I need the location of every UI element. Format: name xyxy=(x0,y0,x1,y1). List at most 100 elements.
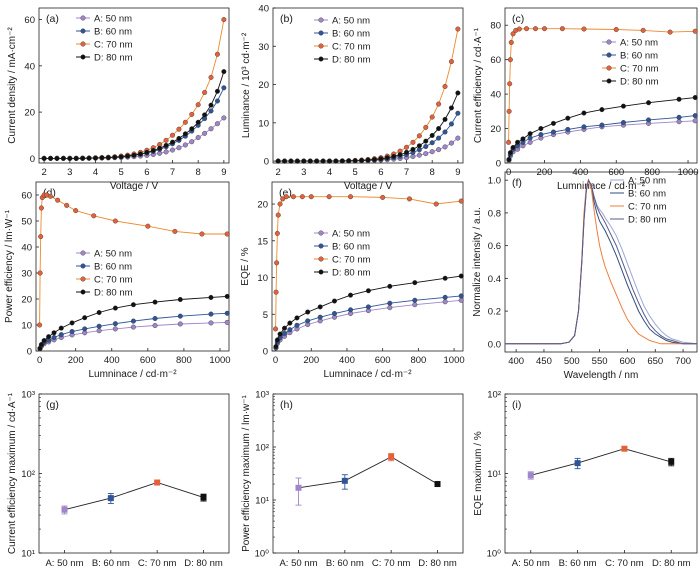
data-point-c-B xyxy=(676,114,682,120)
ytick-label-i: 10¹ xyxy=(487,469,501,480)
data-point-c-D xyxy=(581,110,587,116)
ytick-label-f: 0.6 xyxy=(488,241,501,252)
data-point-a-D xyxy=(54,155,60,161)
legend-label-f: D: 80 nm xyxy=(628,215,667,226)
data-point-c-C xyxy=(516,26,522,32)
data-point-b-C xyxy=(429,114,435,120)
data-point-b-D xyxy=(326,158,332,164)
legend-marker-d xyxy=(80,250,86,256)
data-point-e-D xyxy=(365,288,371,294)
data-point-a-A xyxy=(182,142,188,148)
data-point-c-D xyxy=(550,120,556,126)
data-point-d-B xyxy=(130,318,136,324)
series-line-d-B xyxy=(39,312,228,349)
series-line-i xyxy=(530,448,672,476)
data-point-e-C xyxy=(275,212,281,218)
xtick-label-a: 6 xyxy=(144,167,149,178)
data-point-e-A xyxy=(387,305,393,311)
ytick-label-f: 0.0 xyxy=(488,339,501,350)
data-point-b-A xyxy=(448,140,454,146)
data-point-b-D xyxy=(378,156,384,162)
legend-label-d: B: 60 nm xyxy=(94,262,132,273)
data-point-d-D xyxy=(112,305,118,311)
ytick-label-f: 1.0 xyxy=(488,176,501,187)
plot-frame-a xyxy=(38,7,230,164)
data-point-d-B xyxy=(58,332,64,338)
data-point-d-D xyxy=(152,299,158,305)
xtick-label-f: 500 xyxy=(564,356,580,367)
data-point-b-D xyxy=(416,143,422,149)
data-point-d-B xyxy=(112,321,118,327)
data-point-c-B xyxy=(550,129,556,135)
data-point-g xyxy=(154,479,161,486)
legend-label-b: B: 60 nm xyxy=(332,29,370,40)
ytick-label-a: 0 xyxy=(30,154,35,165)
data-point-c-C xyxy=(510,31,516,37)
xtick-label-a: 5 xyxy=(119,167,124,178)
ytick-label-e: 5 xyxy=(263,310,268,321)
data-point-a-D xyxy=(60,155,66,161)
data-point-a-A xyxy=(189,139,195,145)
data-point-d-B xyxy=(224,310,230,316)
series-line-h xyxy=(298,456,438,489)
data-point-a-C xyxy=(221,17,227,23)
legend-label-a: D: 80 nm xyxy=(94,53,133,64)
data-point-e-C xyxy=(283,194,289,200)
series-line-a-D xyxy=(44,71,225,159)
data-point-b-D xyxy=(397,152,403,158)
ytick-label-i: 10² xyxy=(487,390,501,401)
legend-marker-b xyxy=(318,17,324,23)
data-point-e-C xyxy=(299,194,305,200)
ytick-label-a: 40 xyxy=(24,61,35,72)
legend-label-f: B: 60 nm xyxy=(628,189,666,200)
data-point-c-A xyxy=(527,139,533,145)
xtick-label-e: 200 xyxy=(303,355,319,366)
legend-label-a: B: 60 nm xyxy=(94,27,132,38)
ytick-label-g: 10² xyxy=(21,469,35,480)
legend-label-c: C: 70 nm xyxy=(620,64,659,75)
data-point-d-B xyxy=(82,326,88,332)
data-point-d-C xyxy=(112,218,118,224)
data-point-b-C xyxy=(416,133,422,139)
data-point-d-C xyxy=(91,213,97,219)
ytick-label-b: 0 xyxy=(264,157,269,168)
xtick-label-e: 600 xyxy=(375,355,391,366)
data-point-g xyxy=(200,494,207,501)
legend-label-b: C: 70 nm xyxy=(332,42,371,53)
ytick-label-g: 10¹ xyxy=(21,549,35,560)
data-point-c-C xyxy=(507,81,513,87)
data-point-e-C xyxy=(433,201,439,207)
legend-marker-a xyxy=(80,54,86,60)
x-axis-label-f: Wavelength / nm xyxy=(564,370,639,381)
data-point-d-A xyxy=(177,321,183,327)
data-point-c-A xyxy=(692,118,698,124)
data-point-e-C xyxy=(274,260,280,266)
data-point-a-D xyxy=(105,155,111,161)
xtick-label-f: 550 xyxy=(592,356,608,367)
data-point-b-D xyxy=(346,158,352,164)
data-point-c-C xyxy=(533,26,539,32)
data-point-i xyxy=(574,460,581,467)
series-line-f-C_spec xyxy=(505,178,697,345)
data-point-b-D xyxy=(294,158,300,164)
xtick-label-a: 9 xyxy=(221,167,226,178)
data-point-c-C xyxy=(559,26,565,32)
data-point-a-D xyxy=(195,119,201,125)
xtick-label-f: 400 xyxy=(508,356,524,367)
data-point-d-C xyxy=(47,193,53,199)
data-point-d-C xyxy=(64,202,70,208)
data-point-b-B xyxy=(455,110,461,116)
xtick-label-a: 4 xyxy=(93,167,98,178)
xtick-label-h: D: 80 nm xyxy=(418,558,457,569)
data-point-a-C xyxy=(189,111,195,117)
data-point-a-D xyxy=(189,126,195,132)
data-point-a-D xyxy=(86,155,92,161)
data-point-d-C xyxy=(73,208,79,214)
data-point-e-A xyxy=(458,297,464,303)
data-point-b-B xyxy=(448,121,454,127)
xtick-label-b: 9 xyxy=(455,167,460,178)
data-point-b-D xyxy=(333,158,339,164)
ytick-label-h: 10² xyxy=(255,443,269,454)
xtick-label-i: D: 80 nm xyxy=(652,558,691,569)
